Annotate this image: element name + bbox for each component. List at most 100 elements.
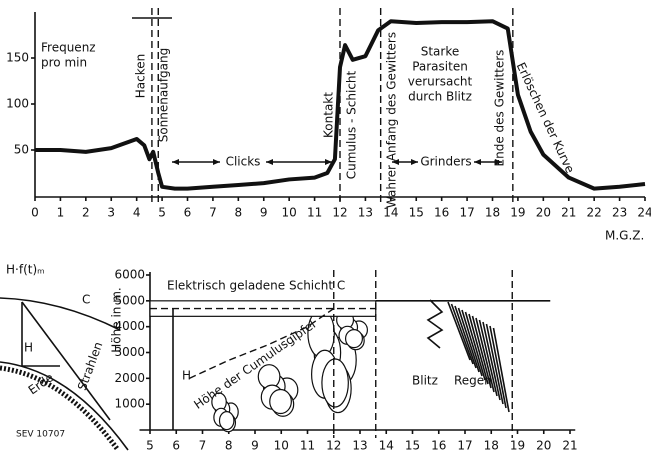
x-tick-label: 14 [383, 206, 398, 220]
x-tick-label: 5 [146, 439, 154, 453]
x-tick-label: 8 [235, 206, 243, 220]
x-tick-label: 24 [637, 206, 651, 220]
x-tick-label: 11 [307, 206, 322, 220]
y-label: Frequenz [41, 41, 96, 55]
x-tick-label: 12 [332, 206, 347, 220]
lightning [426, 299, 444, 349]
ray [21, 301, 111, 421]
x-tick-label: 6 [172, 439, 180, 453]
x-tick-label: 21 [562, 439, 577, 453]
annotation: Starke [421, 45, 460, 59]
annotation: Parasiten [412, 60, 468, 74]
cloud [218, 411, 235, 431]
y-label: pro min [41, 56, 87, 70]
rain [464, 311, 486, 381]
x-tick-label: 18 [485, 206, 500, 220]
y-tick-label: 6000 [114, 268, 145, 282]
y-tick-label: 4000 [114, 319, 145, 333]
annotation: Kontakt [322, 92, 336, 138]
x-tick-label: 7 [199, 439, 207, 453]
x-tick-label: 13 [352, 439, 367, 453]
arrow-head [392, 159, 418, 165]
x-tick-label: 11 [300, 439, 315, 453]
diagram-h: H [24, 341, 33, 355]
arrow-head [474, 159, 502, 165]
x-tick-label: 13 [358, 206, 373, 220]
rain [485, 323, 504, 405]
annotation: Sonnenaufgang [157, 48, 171, 143]
annotation: H [182, 369, 191, 383]
y-tick-label: 100 [6, 97, 29, 111]
diagram-earth: Erde [26, 370, 56, 397]
x-tick-label: 16 [431, 439, 446, 453]
x-tick-label: 5 [158, 206, 166, 220]
x-tick-label: 2 [82, 206, 90, 220]
frequency-line [35, 19, 646, 191]
arrow-head [266, 159, 332, 165]
x-tick-label: 9 [251, 439, 259, 453]
x-tick-label: 6 [184, 206, 192, 220]
x-tick-label: 1 [57, 206, 65, 220]
x-tick-label: 17 [457, 439, 472, 453]
x-tick-label: 10 [282, 206, 297, 220]
cloud [344, 329, 363, 349]
x-tick-label: 4 [133, 206, 141, 220]
x-tick-label: 15 [409, 206, 424, 220]
cumulus-tops-label: Höhe der Cumulusgipfel [191, 317, 318, 412]
x-tick-label: 0 [31, 206, 39, 220]
annotation: Cumulus - Schicht [345, 70, 359, 179]
rain [468, 313, 489, 385]
annotation: verursacht [408, 75, 473, 89]
rain [489, 325, 507, 409]
y-tick-label: 3000 [114, 345, 145, 359]
annotation: Regen [454, 374, 492, 388]
rain [471, 315, 492, 389]
y-tick-label: 1000 [114, 397, 145, 411]
x-tick-label: 19 [510, 439, 525, 453]
diagram-rays: Strahlen [75, 340, 105, 392]
rain [457, 307, 480, 373]
x-tick-label: 14 [379, 439, 394, 453]
annotation: Hacken [134, 54, 148, 98]
x-tick-label: 17 [459, 206, 474, 220]
annotation: Ende des Gewitters [493, 50, 507, 167]
layer-arc [0, 297, 121, 331]
x-tick-label: 19 [510, 206, 525, 220]
x-tick-label: 10 [274, 439, 289, 453]
x-tick-label: 18 [484, 439, 499, 453]
layer-label: Elektrisch geladene Schicht C [167, 279, 345, 293]
annotation: Grinders [420, 155, 471, 169]
annotation: Blitz [412, 374, 438, 388]
rain [482, 321, 501, 401]
y-tick-label: 2000 [114, 371, 145, 385]
diagram-c: C [82, 293, 90, 307]
earth-arc [0, 361, 129, 451]
x-tick-label: 3 [107, 206, 115, 220]
rain [492, 327, 510, 413]
rain [478, 319, 498, 397]
cloud [321, 358, 349, 408]
rain [475, 317, 495, 393]
x-tick-label: 12 [326, 439, 341, 453]
x-tick-label: 7 [209, 206, 217, 220]
y-tick-label: 150 [6, 51, 29, 65]
x-tick-label: 21 [561, 206, 576, 220]
rain [447, 301, 471, 361]
y-label: Höhe in m. [110, 287, 124, 352]
x-tick-label: 16 [434, 206, 449, 220]
x-tick-label: 22 [587, 206, 602, 220]
diagram-title: H·f(t)ₘ [6, 263, 45, 277]
rain [454, 305, 477, 369]
x-tick-label: 8 [225, 439, 233, 453]
diagram-code: SEV 10707 [16, 430, 65, 440]
cumulus-tops-line [189, 308, 335, 379]
x-tick-label: 20 [536, 206, 551, 220]
x-tick-label: 15 [405, 439, 420, 453]
annotation: Clicks [226, 155, 261, 169]
rain [450, 303, 474, 365]
y-tick-label: 5000 [114, 293, 145, 307]
x-tick-label: 20 [536, 439, 551, 453]
x-label: M.G.Z. [605, 229, 644, 243]
rain [461, 309, 483, 377]
